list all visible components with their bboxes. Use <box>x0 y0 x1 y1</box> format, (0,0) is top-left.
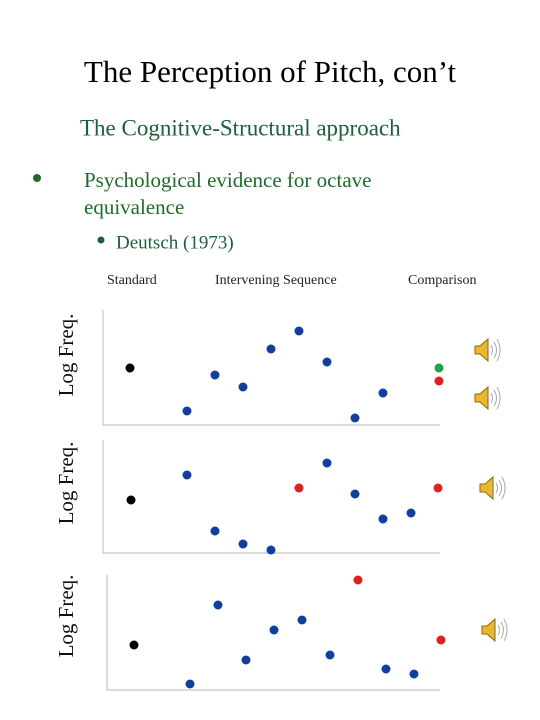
tone-dot <box>126 495 136 505</box>
tone-dot <box>185 679 195 689</box>
panel <box>106 575 446 691</box>
bullet-text: Psychological evidence for octave <box>84 168 371 192</box>
tone-dot <box>266 545 276 555</box>
sub-bullet-dot <box>97 236 105 244</box>
tone-dot <box>125 363 135 373</box>
tone-dot <box>436 635 446 645</box>
tone-dot <box>182 406 192 416</box>
tone-dot <box>266 344 276 354</box>
tone-dot <box>378 514 388 524</box>
dots <box>129 575 446 689</box>
sound-icon[interactable] <box>474 338 501 362</box>
y-axis-label: Log Freq. <box>54 314 78 397</box>
column-label: Intervening Sequence <box>215 273 337 288</box>
subtitle: The Cognitive-Structural approach <box>80 115 401 140</box>
dots <box>126 458 443 555</box>
panel <box>102 310 444 426</box>
axes <box>106 575 440 691</box>
column-label: Comparison <box>408 273 476 288</box>
sound-icon[interactable] <box>474 386 501 410</box>
tone-dot <box>322 458 332 468</box>
tone-dot <box>210 370 220 380</box>
tone-dot <box>294 483 304 493</box>
panel <box>102 440 443 555</box>
tone-dot <box>378 388 388 398</box>
sub-bullet-text: Deutsch (1973) <box>116 232 234 253</box>
column-label: Standard <box>107 273 157 288</box>
tone-dot <box>434 363 444 373</box>
tone-dot <box>434 376 444 386</box>
tone-dot <box>241 655 251 665</box>
tone-dot <box>210 526 220 536</box>
tone-dot <box>406 508 416 518</box>
tone-dot <box>182 470 192 480</box>
tone-dot <box>269 625 279 635</box>
tone-dot <box>381 664 391 674</box>
tone-dot <box>433 483 443 493</box>
title: The Perception of Pitch, con’t <box>84 54 457 89</box>
tone-dot <box>213 600 223 610</box>
tone-dot <box>353 575 363 585</box>
sound-icon[interactable] <box>481 618 508 642</box>
dots <box>125 326 444 423</box>
y-axis-label: Log Freq. <box>54 442 78 525</box>
tone-dot <box>350 413 360 423</box>
tone-dot <box>294 326 304 336</box>
tone-dot <box>322 357 332 367</box>
tone-dot <box>297 615 307 625</box>
tone-dot <box>129 640 139 650</box>
tone-dot <box>350 489 360 499</box>
bullet-dot <box>33 174 41 182</box>
tone-dot <box>325 650 335 660</box>
axes <box>102 440 440 554</box>
y-axis-label: Log Freq. <box>54 575 78 658</box>
tone-dot <box>238 539 248 549</box>
axes <box>102 310 440 426</box>
tone-dot <box>238 382 248 392</box>
tone-dot <box>409 669 419 679</box>
bullet-text: equivalence <box>84 195 184 219</box>
sound-icon[interactable] <box>479 476 506 500</box>
